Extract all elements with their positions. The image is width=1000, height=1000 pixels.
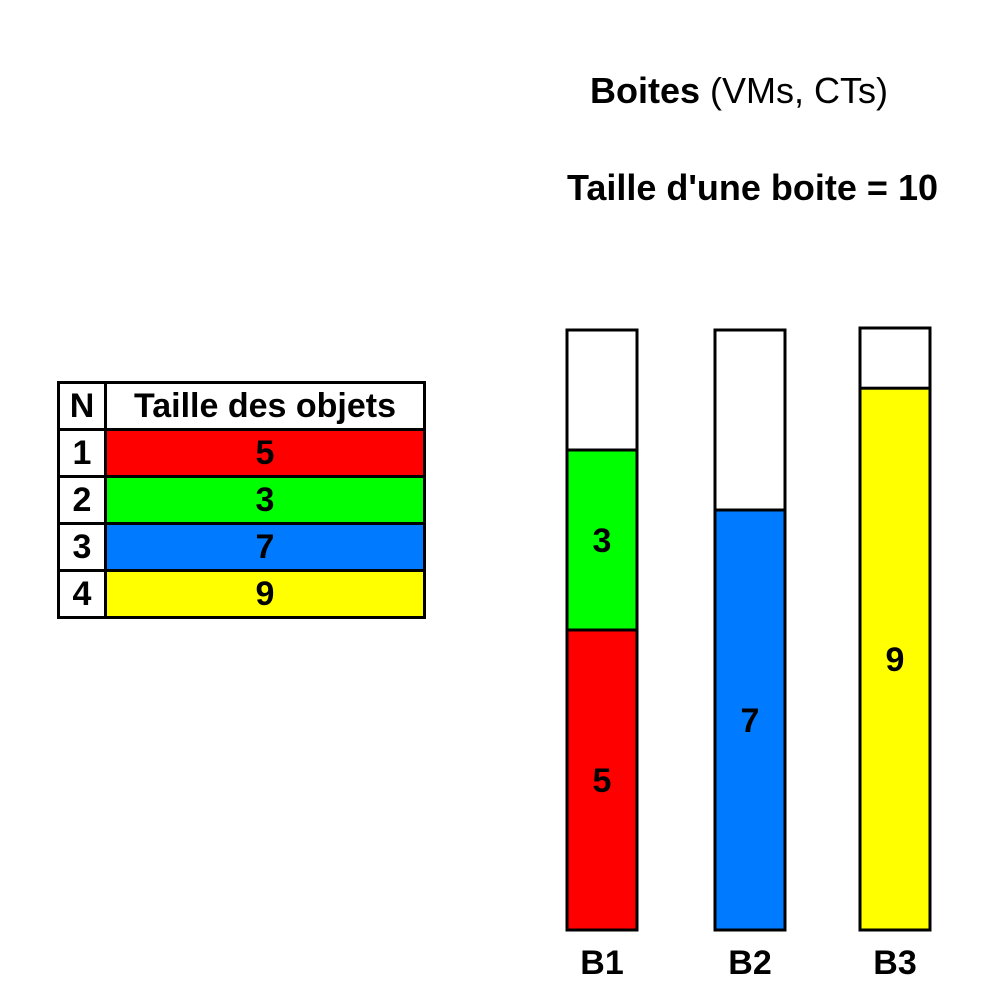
table-row: 3 7 (57, 522, 426, 572)
box-label: B1 (580, 944, 623, 982)
box-outline (565, 328, 639, 932)
box-outline (858, 326, 932, 932)
title-bold: Boites (590, 70, 701, 111)
row-size: 5 (104, 428, 426, 478)
row-size: 7 (104, 522, 426, 572)
row-number: 3 (57, 522, 107, 572)
box-label: B2 (728, 944, 771, 982)
header-n: N (57, 381, 107, 431)
row-number: 1 (57, 428, 107, 478)
segment-value: 3 (593, 522, 612, 560)
table-row: 2 3 (57, 475, 426, 525)
row-number: 2 (57, 475, 107, 525)
box-outline (713, 328, 787, 932)
table-row: 4 9 (57, 569, 426, 619)
box-segment (565, 628, 639, 932)
objects-table: N Taille des objets 1 5 2 3 3 7 4 9 (57, 381, 426, 619)
box-b1: 5 3 B1 (565, 328, 639, 982)
box-b2: 7 B2 (713, 328, 787, 982)
box-b3: 9 B3 (858, 326, 932, 982)
header-size: Taille des objets (104, 381, 426, 431)
segment-value: 5 (593, 762, 612, 800)
box-size-label: Taille d'une boite = 10 (567, 167, 938, 208)
table-row: 1 5 (57, 428, 426, 478)
row-size: 3 (104, 475, 426, 525)
row-number: 4 (57, 569, 107, 619)
segment-value: 7 (741, 702, 760, 740)
title-rest: (VMs, CTs) (700, 70, 889, 111)
row-size: 9 (104, 569, 426, 619)
diagram-title: Boites (VMs, CTs) (590, 70, 888, 112)
segment-value: 9 (886, 641, 905, 679)
table-header-row: N Taille des objets (57, 381, 426, 431)
box-segment (565, 448, 639, 632)
box-label: B3 (873, 944, 916, 982)
